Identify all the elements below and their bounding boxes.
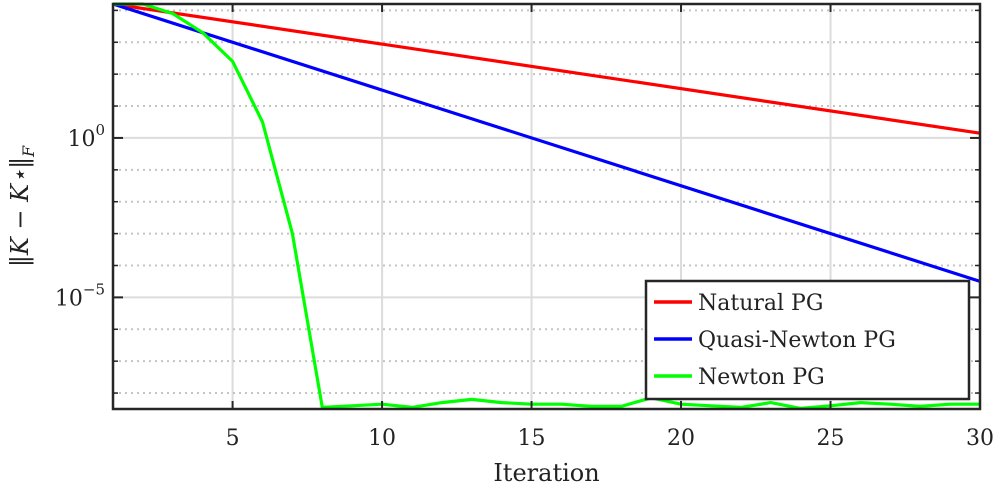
axis-ticks (113, 4, 981, 409)
legend-label: Newton PG (698, 365, 825, 390)
x-tick-label: 15 (518, 426, 546, 451)
x-tick-label: 10 (368, 426, 396, 451)
x-tick-label: 5 (226, 426, 240, 451)
x-axis-tick-labels: 5 10 15 20 25 30 (226, 426, 994, 451)
x-tick-label: 30 (966, 426, 994, 451)
series-lines (112, 2, 981, 410)
legend-box (644, 279, 971, 401)
plot-area-frame (111, 2, 982, 411)
y-tick-label: 10−5 (55, 280, 105, 311)
y-axis-label: ‖K − K⋆‖F (6, 145, 38, 267)
series-line (113, 2, 980, 410)
series-line (112, 2, 981, 283)
legend-label: Quasi-Newton PG (698, 328, 896, 353)
y-tick-label: 100 (67, 121, 105, 152)
x-axis-label: Iteration (493, 459, 599, 486)
x-tick-label: 25 (817, 426, 845, 451)
legend-label: Natural PG (698, 291, 823, 316)
legend: Natural PG Quasi-Newton PG Newton PG (644, 279, 971, 401)
x-tick-label: 20 (667, 426, 695, 451)
series-line (112, 2, 981, 135)
y-axis-tick-labels: 100 10−5 (55, 121, 105, 311)
